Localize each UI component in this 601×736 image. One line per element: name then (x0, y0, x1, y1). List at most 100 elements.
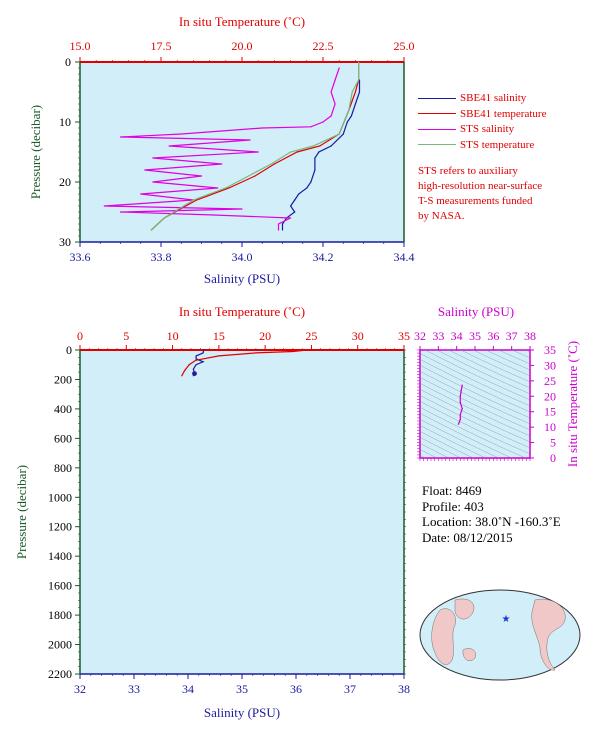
ts-density-contour (420, 365, 530, 419)
top-series-point (270, 163, 272, 165)
legend-swatch (418, 97, 456, 99)
top-series-point (298, 193, 300, 195)
top-series-point (261, 127, 263, 129)
map-landmass-americas (531, 598, 566, 671)
top-pressure-axis-title: Pressure (decibar) (28, 105, 43, 199)
top-pres-tick-label: 30 (59, 235, 71, 249)
bottom-series-point (188, 364, 190, 366)
ts-temp-tick-label: 30 (544, 358, 556, 372)
bottom-series-point (203, 349, 205, 351)
bottom-sal-tick-label: 37 (344, 682, 356, 696)
top-temp-tick-label: 17.5 (151, 39, 172, 53)
top-series-point (277, 229, 280, 231)
note-line: STS refers to auxiliary (418, 165, 518, 177)
ts-density-contour (420, 425, 487, 458)
top-series-point (192, 199, 194, 201)
top-series-point (330, 115, 332, 117)
top-series-point (310, 181, 312, 183)
bottom-pres-tick-label: 600 (54, 431, 72, 445)
top-series-point (257, 151, 259, 153)
bottom-temp-axis-title: In situ Temperature (˚C) (179, 304, 305, 319)
top-series-point (310, 126, 312, 128)
note-line: by NASA. (418, 210, 465, 222)
top-sal-tick-label: 34.4 (394, 250, 415, 264)
ts-sal-tick-label: 37 (506, 329, 518, 343)
ts-sal-tick-label: 34 (451, 329, 463, 343)
ts-density-contour (472, 350, 530, 377)
ts-density-contour (420, 419, 500, 458)
ts-series-point (460, 389, 462, 391)
top-series-point (281, 223, 284, 225)
info-date-value: 08/12/2015 (453, 529, 513, 545)
top-temp-axis-title: In situ Temperature (˚C) (179, 14, 305, 29)
legend-item: STS salinity (418, 122, 546, 138)
top-temp-tick-label: 20.0 (232, 39, 253, 53)
ts-temp-tick-label: 35 (544, 343, 556, 357)
legend-item: SBE41 salinity (418, 91, 546, 107)
bottom-series-point (292, 350, 294, 353)
note-line: T-S measurements funded (418, 195, 533, 207)
bottom-sal-axis-title: Salinity (PSU) (204, 705, 280, 720)
ts-density-contour (420, 407, 526, 458)
bottom-temp-tick-label: 20 (259, 329, 271, 343)
bottom-sal-tick-label: 32 (74, 682, 86, 696)
top-series-point (163, 217, 165, 219)
ts-temp-tick-label: 0 (550, 451, 556, 465)
legend-swatch (418, 113, 456, 115)
legend-swatch (418, 144, 456, 146)
legend-swatch (418, 128, 456, 130)
ts-density-contour (420, 353, 530, 407)
ts-temp-tick-label: 25 (544, 374, 556, 388)
top-series-point (144, 169, 146, 171)
top-series-point (342, 133, 344, 135)
legend-label: SBE41 salinity (460, 92, 527, 104)
top-series-point (247, 175, 250, 177)
top-series-point (351, 91, 353, 93)
top-series-point (119, 136, 122, 138)
ts-temp-axis-title: In situ Temperature (˚C) (565, 341, 580, 467)
bottom-plot-area (79, 349, 405, 675)
bottom-series-point (195, 364, 197, 366)
ts-series-point (459, 395, 461, 397)
bottom-series-point (195, 358, 197, 360)
ts-series-point (461, 384, 463, 386)
ts-sal-tick-label: 38 (524, 329, 536, 343)
ts-density-contour (448, 350, 530, 389)
float-location-marker-icon: ★ (502, 614, 511, 625)
bottom-series-point (192, 368, 194, 370)
ts-sal-axis-title: Salinity (PSU) (438, 304, 514, 319)
ts-density-contour (424, 350, 530, 401)
bottom-pres-tick-label: 2200 (48, 667, 72, 681)
ts-density-contour (420, 371, 530, 425)
top-pres-tick-label: 0 (65, 55, 71, 69)
top-series-point (350, 115, 352, 117)
bottom-sal-tick-label: 34 (182, 682, 194, 696)
legend-label: SBE41 temperature (460, 107, 547, 120)
top-series-point (358, 79, 360, 81)
map-landmass-asia-west (431, 608, 456, 665)
map-landmass-asia-east (454, 598, 475, 620)
ts-density-contour (420, 377, 530, 431)
ts-series-point (461, 407, 463, 410)
bottom-pres-tick-label: 1600 (48, 579, 72, 593)
ts-sal-tick-label: 32 (414, 329, 426, 343)
top-series-point (225, 187, 227, 189)
top-series-point (334, 103, 336, 105)
top-plot-area (79, 61, 405, 243)
bottom-sal-tick-label: 35 (236, 682, 248, 696)
bottom-series-point (195, 355, 197, 357)
top-series-point (314, 169, 316, 171)
ts-series-point (459, 414, 461, 416)
top-series-point (338, 133, 340, 135)
top-series-point (338, 67, 340, 69)
ts-series (457, 384, 463, 425)
top-series-point (290, 217, 292, 219)
info-location: Location: 38.0˚N -160.3˚E (422, 514, 561, 530)
info-profile-label: Profile: (422, 498, 461, 514)
bottom-pres-tick-label: 400 (54, 402, 72, 416)
top-temp-tick-label: 22.5 (313, 39, 334, 53)
ts-density-contour (420, 401, 530, 455)
info-float-value: 8469 (455, 483, 482, 498)
